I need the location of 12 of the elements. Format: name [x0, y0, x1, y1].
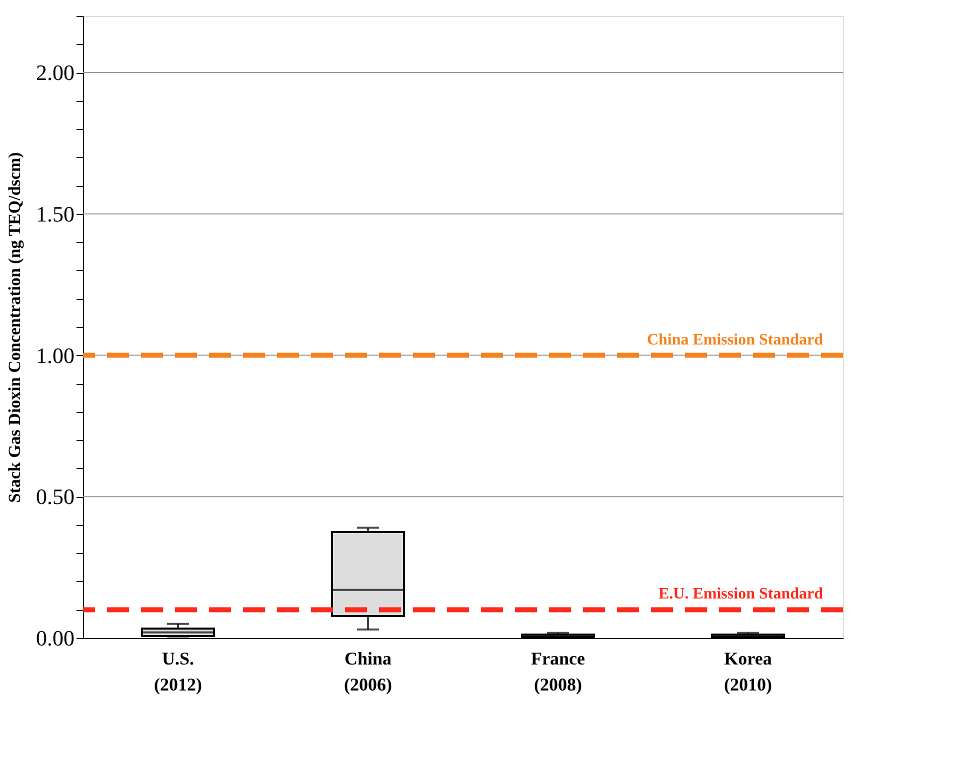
x-tick-label: U.S. (2012)	[154, 648, 202, 694]
x-tick-label: China (2006)	[344, 648, 392, 694]
y-tick-label: 2.00	[36, 60, 74, 86]
y-tick-label: 1.00	[36, 342, 74, 368]
y-axis-title: Stack Gas Dioxin Concentration (ng TEQ/dscm)	[5, 152, 24, 503]
y-tick-label: 0.00	[36, 626, 74, 650]
ref-line-label: China Emission Standard	[646, 331, 824, 348]
x-tick-label: Korea (2010)	[724, 648, 772, 694]
y-tick-label: 0.50	[36, 484, 74, 510]
y-tick-label: 1.50	[36, 201, 74, 226]
x-tick-label: France (2008)	[531, 648, 585, 694]
ref-line-label: E.U. Emission Standard	[658, 586, 824, 603]
